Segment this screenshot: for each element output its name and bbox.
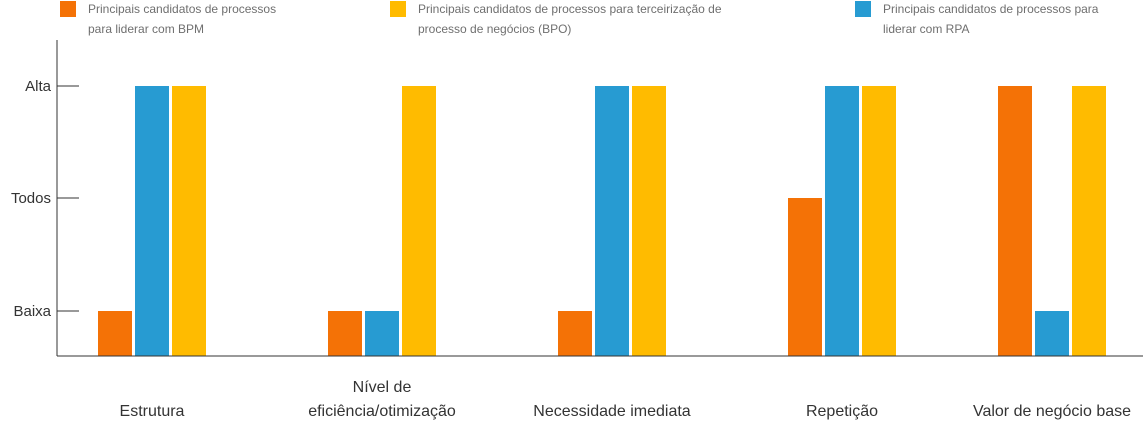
legend-label: Principais candidatos de processos para … xyxy=(418,2,722,36)
bars xyxy=(98,86,1106,356)
bar xyxy=(98,311,132,356)
x-tick-label: Estrutura xyxy=(120,403,185,420)
bar xyxy=(788,198,822,356)
bar xyxy=(402,86,436,356)
legend-label: Principais candidatos de processos para l… xyxy=(88,2,276,36)
bar xyxy=(558,311,592,356)
y-tick-label: Alta xyxy=(25,78,52,95)
bar xyxy=(998,86,1032,356)
x-tick-label: Necessidade imediata xyxy=(533,403,691,420)
x-tick-label: Nível de eficiência/otimização xyxy=(308,379,456,420)
x-tick-label: Repetição xyxy=(806,403,878,420)
bar xyxy=(825,86,859,356)
legend: Principais candidatos de processos para l… xyxy=(60,1,1099,36)
bar xyxy=(172,86,206,356)
bar xyxy=(632,86,666,356)
bar xyxy=(135,86,169,356)
bar xyxy=(1035,311,1069,356)
legend-label: Principais candidatos de processos para l… xyxy=(883,2,1099,36)
y-axis: Baixa Todos Alta xyxy=(11,40,79,356)
y-tick-label: Todos xyxy=(11,190,51,207)
bar xyxy=(328,311,362,356)
bar xyxy=(1072,86,1106,356)
x-tick-label: Valor de negócio base xyxy=(973,403,1131,420)
bar xyxy=(862,86,896,356)
legend-swatch xyxy=(390,1,406,17)
legend-swatch xyxy=(60,1,76,17)
x-axis: Estrutura Nível de eficiência/otimização Ne… xyxy=(57,355,1143,420)
legend-swatch xyxy=(855,1,871,17)
y-tick-label: Baixa xyxy=(13,303,51,320)
bar xyxy=(595,86,629,356)
bar xyxy=(365,311,399,356)
